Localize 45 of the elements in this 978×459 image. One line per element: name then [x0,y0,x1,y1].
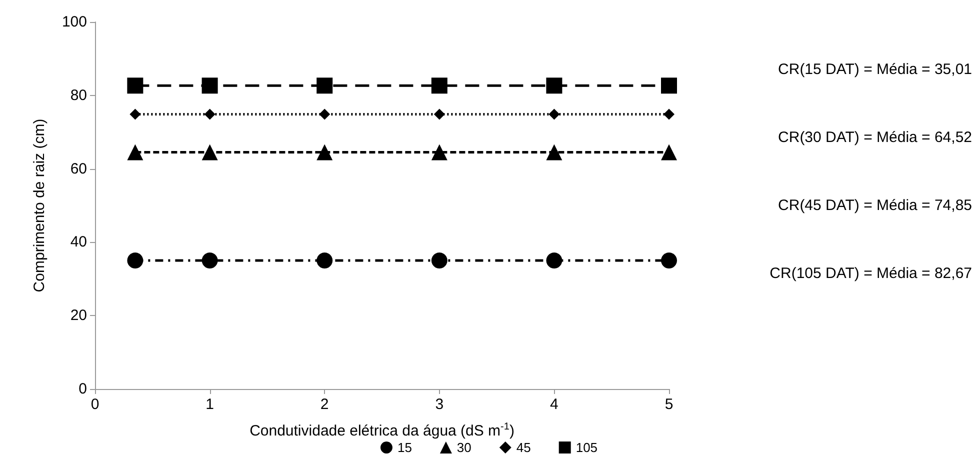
y-tick-label: 80 [70,86,87,104]
text: CR(105 DAT) = Média = 82,67 [770,265,972,282]
legend-label: 30 [456,440,472,455]
point [431,78,448,94]
x-tick-label: 3 [435,396,444,413]
point [661,144,677,160]
text: CR(30 DAT) = Média = 64,52 [778,129,972,146]
point [434,108,445,120]
y-axis-title: Comprimento de raiz (cm) [31,118,48,292]
x-tick-label: 4 [550,396,558,413]
y-tick-label: 40 [70,234,87,251]
legend-label: 15 [397,440,412,455]
point [204,108,216,120]
point [127,252,144,269]
point [202,252,218,269]
legend-label: 45 [516,440,531,455]
point [316,78,333,94]
point [127,144,144,160]
point [546,78,562,94]
text: CR(45 DAT) = Média = 74,85 [778,197,972,214]
x-tick-label: 0 [90,396,100,413]
point [431,252,448,269]
point [431,144,448,160]
point [661,252,677,269]
legend-label: 105 [576,440,598,455]
y-tick-label: 100 [62,14,87,30]
point [130,108,141,120]
point [546,252,562,269]
y-tick-label: 60 [70,160,87,178]
point [664,108,674,120]
point [548,108,560,120]
point [661,78,677,94]
point [546,144,562,160]
text: CR(15 DAT) = Média = 35,01 [778,61,972,78]
x-tick-label: 5 [664,396,674,413]
point [316,252,333,269]
x-tick-label: 1 [206,396,214,413]
point [202,144,218,160]
y-tick-label: 0 [78,380,87,398]
point [319,108,330,120]
point [202,78,218,94]
x-tick-label: 2 [320,396,329,413]
point [127,78,144,94]
point [316,144,333,160]
y-tick-label: 20 [70,307,87,324]
